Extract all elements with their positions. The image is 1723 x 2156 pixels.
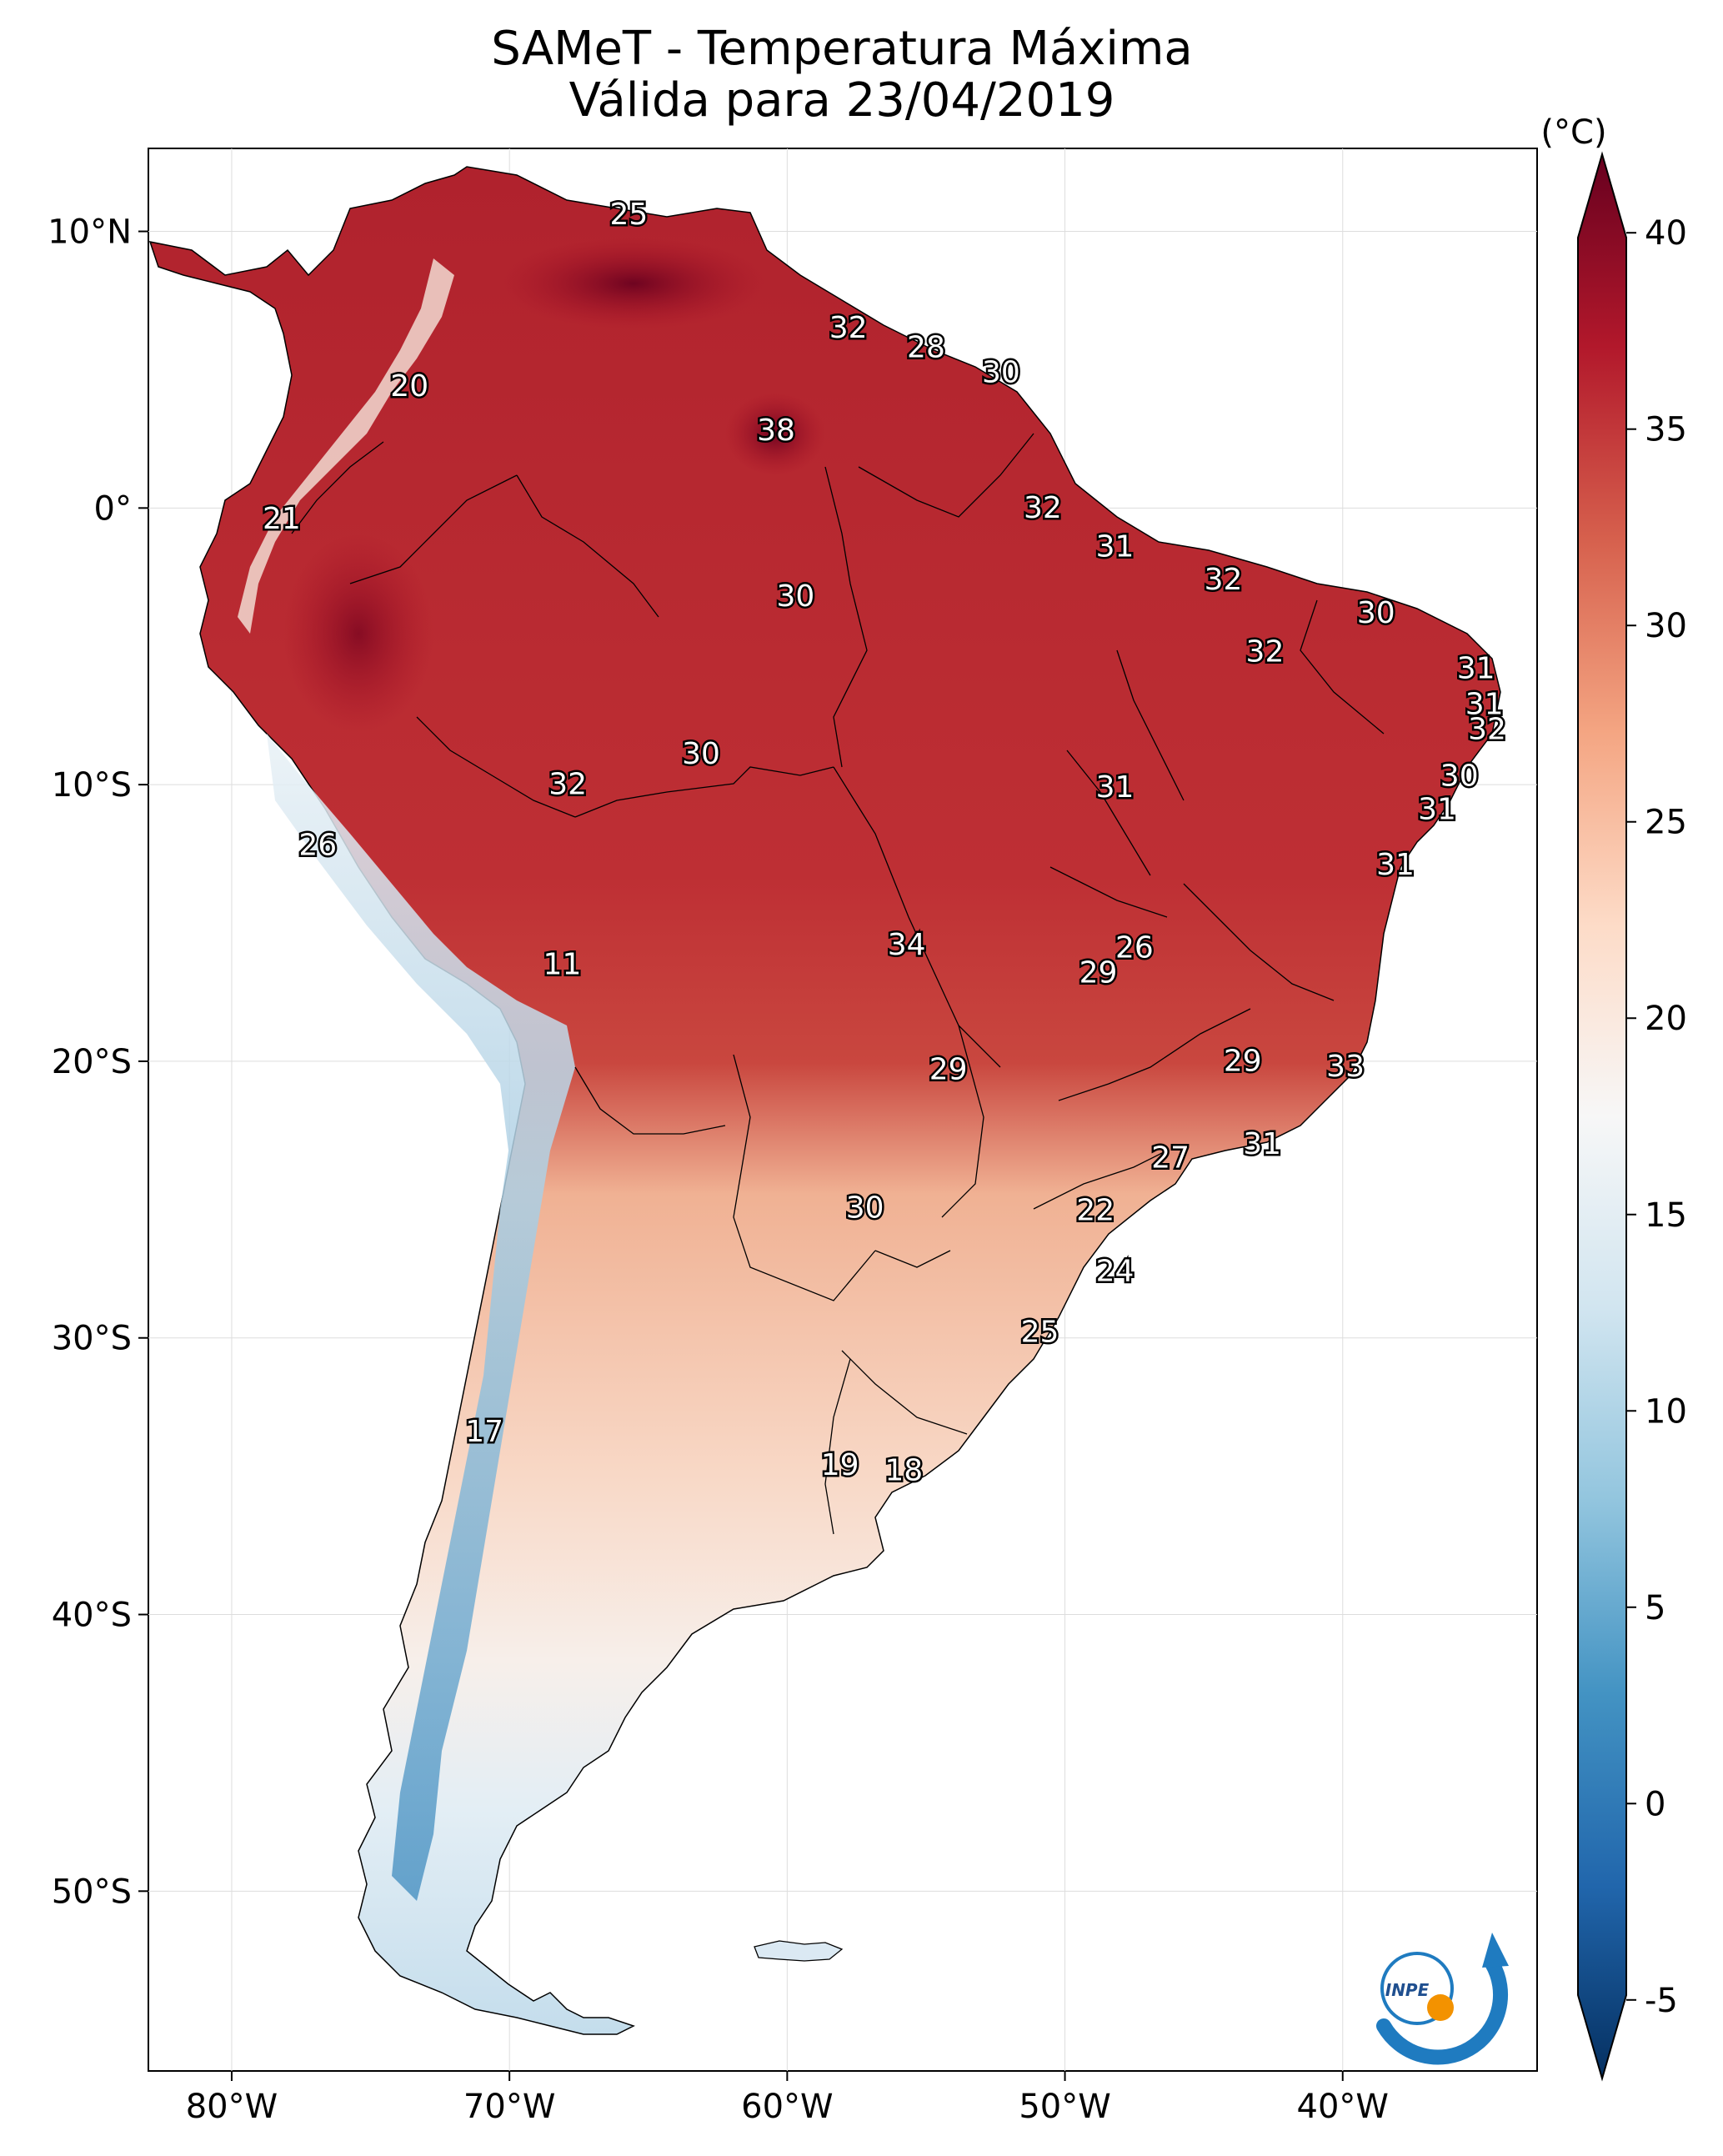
x-axis-ticks: 80°W 70°W 60°W 50°W 40°W [186,2071,1389,2126]
colorbar-tick-label: 15 [1645,1196,1687,1235]
temperature-label: 31 [1243,1127,1281,1161]
y-tick-label: 30°S [52,1320,132,1358]
temperature-label: 28 [907,330,945,364]
title-line-2: Válida para 23/04/2019 [568,73,1115,128]
temperature-label: 26 [298,829,337,863]
colorbar-tick-label: -5 [1645,1982,1678,2020]
y-tick-label: 50°S [52,1873,132,1911]
temperature-label: 17 [465,1415,503,1449]
hot-core-guyana [725,392,825,475]
temperature-label: 38 [757,414,795,448]
temperature-label: 26 [1115,930,1154,965]
inpe-logo-arc [1376,1956,1508,2065]
title-line-1: SAMeT - Temperatura Máxima [491,22,1193,76]
colorbar-body [1577,151,1627,2082]
temperature-label: 32 [829,311,868,345]
colorbar-ticks: 40 35 30 25 20 15 10 5 0 -5 [1626,214,1687,2020]
x-tick-label: 60°W [741,2088,833,2126]
temperature-label: 30 [682,737,720,771]
colorbar-unit: (°C) [1540,113,1606,152]
temperature-label: 29 [1224,1044,1262,1078]
temperature-label: 30 [846,1191,884,1225]
temperature-label: 32 [548,768,587,802]
temperature-label: 29 [1079,955,1118,990]
colorbar-tick-label: 25 [1645,804,1687,842]
temperature-label: 32 [1246,634,1285,669]
temperature-label: 31 [1096,529,1134,564]
temperature-label: 31 [1457,651,1495,685]
temperature-label: 31 [1465,687,1504,721]
temperature-label: 30 [1440,760,1479,794]
temperature-label: 21 [263,502,301,536]
y-tick-label: 0° [94,489,132,528]
temperature-label: 18 [884,1453,923,1487]
y-tick-label: 20°S [52,1043,132,1081]
temperature-label: 30 [982,355,1020,389]
colorbar-tick-label: 35 [1645,411,1687,449]
colorbar: (°C) 40 35 30 25 20 15 10 5 0 -5 [1540,113,1687,2082]
map-title: SAMeT - Temperatura Máxima Válida para 2… [150,23,1534,126]
y-axis-ticks: 10°N 0° 10°S 20°S 30°S 40°S 50°S [48,213,148,1911]
inpe-logo-arrow-icon [1482,1933,1509,1968]
x-tick-label: 80°W [186,2088,278,2126]
temperature-label: 25 [1021,1316,1059,1350]
temperature-label: 30 [776,579,814,614]
temperature-label: 20 [390,369,428,404]
temperature-label: 24 [1096,1255,1134,1289]
temperature-label: 32 [1024,491,1062,525]
country-borders [291,433,1385,1535]
temperature-label: 31 [1418,792,1456,826]
temperature-label: 19 [821,1448,859,1482]
inpe-logo-text: INPE [1385,1980,1430,2000]
temperature-label: 33 [1326,1050,1365,1084]
temperature-label: 31 [1096,770,1134,805]
temperature-label: 32 [1468,712,1506,746]
inpe-logo: INPE [1376,1933,1509,2065]
x-tick-label: 40°W [1297,2088,1389,2126]
falkland-islands [754,1940,844,1962]
y-tick-label: 40°S [52,1597,132,1635]
colorbar-tick-label: 40 [1645,214,1687,253]
temperature-label: 32 [1205,563,1243,597]
hot-core-west [283,534,433,734]
temperature-label: 31 [1376,848,1415,882]
y-tick-label: 10°N [48,213,132,252]
inpe-logo-swirl [1380,1952,1454,2025]
temperature-label: 22 [1076,1194,1114,1228]
temperature-label: 34 [888,928,926,962]
inpe-logo-dot [1427,1994,1454,2021]
temperature-label: 30 [1357,596,1395,630]
andes-cool-band [267,734,575,1901]
temperature-label: 27 [1151,1141,1190,1176]
colorbar-tick-label: 30 [1645,607,1687,645]
colorbar-tick-label: 20 [1645,1000,1687,1038]
colorbar-tick-label: 5 [1645,1589,1665,1627]
colorbar-tick-label: 0 [1645,1785,1665,1823]
y-tick-label: 10°S [52,766,132,805]
temperature-label: 25 [610,198,649,232]
colorbar-tick-label: 10 [1645,1392,1687,1431]
northern-andes-cool [238,258,454,634]
temperature-label: 11 [543,947,582,981]
temperature-label: 29 [929,1052,968,1086]
x-tick-label: 70°W [463,2088,555,2126]
continent-fill [148,166,1501,2035]
hot-core-north [500,238,767,329]
x-tick-label: 50°W [1019,2088,1110,2126]
